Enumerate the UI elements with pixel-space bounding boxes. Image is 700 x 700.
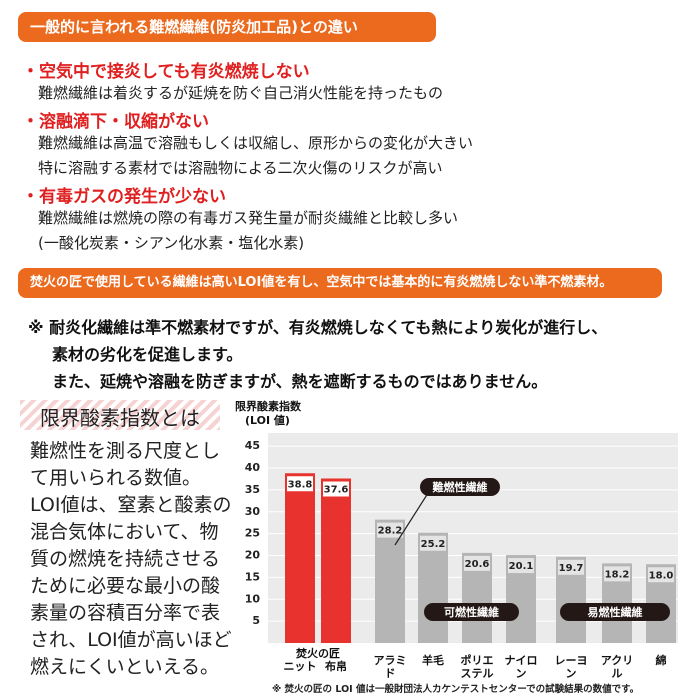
value-label-bg [464,555,490,571]
item-line: (一酸化炭素・シアン化水素・塩化水素) [38,234,305,252]
y-axis-label: 限界酸素指数 [235,399,302,413]
loi-line: ために必要な最小の酸 [30,575,221,597]
note-line: ※ 耐炎化繊維は準不燃素材ですが、有炎燃焼しなくても熱により炭化が進行し、 [28,318,608,337]
loi-line: LOI値は、窒素と酸素の [30,494,232,516]
y-tick-label: 40 [245,461,261,474]
loi-title-bg [20,400,220,430]
value-label-bg [323,481,349,497]
annotation: 易燃性繊維 [588,605,643,619]
loi-line: 燃えにくいといえる。 [30,656,220,678]
value-label: 28.2 [378,526,403,537]
value-label: 20.6 [465,559,490,570]
value-label-bg [287,476,313,492]
bar [285,473,315,643]
category-label: アクリル [600,654,634,680]
value-label: 25.2 [421,539,446,550]
group-label: 焚火の匠 [296,647,340,660]
category-label: 綿 [655,654,667,667]
value-label: 18.0 [649,570,674,581]
loi-line: て用いられる数値。 [30,467,202,489]
y-tick-label: 10 [245,592,261,605]
value-label-bg [420,535,446,551]
item-heading: ・空気中で接炎しても有炎燃焼しない [22,62,310,82]
banner: 焚火の匠で使用している繊維は高いLOI値を有し、空気中では基本的に有炎燃焼しない… [18,268,662,298]
y-tick-label: 30 [245,505,261,518]
annotation: 可燃性繊維 [444,605,499,619]
category-label: 羊毛 [422,654,444,667]
value-label: 18.2 [605,569,630,580]
note-line: 素材の劣化を促進します。 [52,345,243,364]
item-heading: ・有毒ガスの発生が少ない [22,187,226,207]
value-label: 19.7 [559,563,584,574]
category-label: ナイロン [504,654,538,680]
value-label-bg [558,559,584,575]
value-label: 38.8 [288,479,313,490]
y-tick-label: 15 [245,570,260,583]
note-line: また、延焼や溶融を防ぎますが、熱を遮断するものではありません。 [52,372,548,391]
y-tick-label: 25 [245,527,260,540]
value-label-bg [648,567,674,583]
value-label: 37.6 [324,485,349,496]
y-tick-label: 35 [245,483,260,496]
category-label: ニット [283,660,317,673]
loi-line: 素量の容積百分率で表 [30,602,221,624]
item-line: 難燃繊維は燃焼の際の有毒ガス発生量が耐炎繊維と比較し多い [38,209,459,227]
footnote: ※ 焚火の匠の LOI 値は一般財団法人カケンテストセンターでの試験結果の数値で… [272,684,640,695]
item-heading: ・溶融滴下・収縮がない [22,112,209,132]
loi-title: 限界酸素指数とは [40,406,200,430]
annotation-bg [424,603,519,621]
annotation-bg [420,478,500,496]
loi-line: され、LOI値が高いほど [30,629,232,651]
category-label: レーヨン [554,654,588,680]
banner: 一般的に言われる難燃繊維(防炎加工品)との違い [18,12,436,42]
item-line: 難燃繊維は高温で溶融もしくは収縮し、原形からの変化が大きい [38,134,474,152]
item-line: 特に溶融する素材では溶融物による二次火傷のリスクが高い [38,159,443,177]
value-label-bg [508,558,534,574]
loi-line: 難燃性を測る尺度とし [30,440,221,462]
category-label: 布帛 [325,660,347,673]
annotation: 難燃性繊維 [433,480,488,494]
value-label: 20.1 [509,561,534,572]
y-tick-label: 45 [245,439,260,452]
pointer [394,489,431,546]
loi-line: 質の燃焼を持続させる [30,548,221,570]
item-line: 難燃繊維は着炎するが延焼を防ぐ自己消火性能を持ったもの [38,84,444,102]
y-axis-label: (LOI 値) [245,413,290,427]
y-tick-label: 20 [245,549,261,562]
bar [375,519,405,643]
value-label-bg [604,566,630,582]
category-label: ポリエステル [460,654,494,680]
bar [418,532,448,643]
loi-line: 混合気体において、物 [30,521,219,543]
y-tick-label: 5 [252,614,260,627]
category-label: アラミド [373,654,407,680]
bar [321,478,351,643]
annotation-bg [560,603,670,621]
value-label-bg [377,522,403,538]
